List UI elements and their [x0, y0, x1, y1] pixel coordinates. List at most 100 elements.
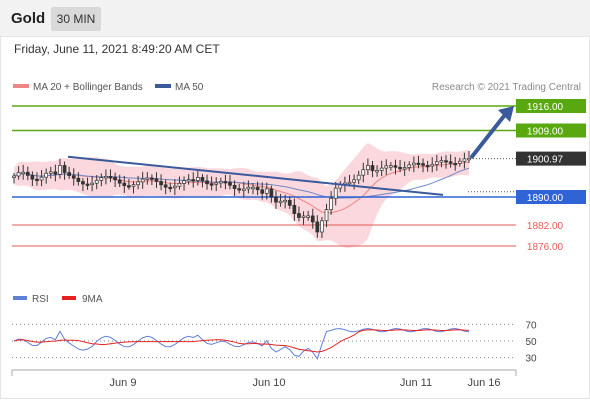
instrument-title: Gold: [11, 10, 46, 27]
ma50-legend-label: MA 50: [175, 82, 204, 93]
candle-body: [260, 189, 265, 194]
candle-body: [173, 185, 177, 189]
timeframe-button[interactable]: 30 MIN: [51, 7, 101, 31]
candle-body: [159, 181, 163, 186]
candle-body: [393, 165, 398, 168]
candle-body: [297, 213, 301, 218]
candle-body: [154, 178, 159, 182]
candle-body: [274, 196, 278, 203]
rsi-ma-legend-swatch: [62, 296, 76, 300]
candle-body: [90, 182, 94, 186]
candle-body: [223, 181, 228, 184]
candle-body: [292, 204, 297, 214]
level-label-1882.00: 1882.00: [527, 221, 564, 232]
candle-body: [122, 182, 127, 186]
candle-body: [218, 181, 223, 184]
candle-body: [48, 171, 53, 174]
candle-body: [444, 160, 448, 163]
level-tags: 1916.00 1909.00 1890.00 1882.00 1876.00 1900.…: [516, 99, 586, 253]
candle-body: [200, 177, 205, 182]
candle-body: [58, 165, 62, 175]
candle-body: [81, 181, 85, 185]
candle-body: [347, 181, 352, 185]
candle-body: [462, 158, 467, 162]
x-tick-label: Jun 9: [110, 377, 137, 389]
candle-body: [71, 175, 76, 179]
candle-body: [315, 221, 320, 233]
candle-body: [131, 184, 136, 187]
candle-body: [324, 209, 329, 222]
candle-body: [453, 163, 458, 166]
candle-body: [62, 165, 67, 173]
rsi-legend-label: RSI: [32, 294, 49, 305]
candle-body: [255, 186, 260, 191]
candle-body: [251, 186, 255, 190]
candle-body: [439, 160, 444, 163]
bollinger-band: [14, 143, 469, 249]
candle-body: [12, 175, 16, 178]
rsi-grid: 70 50 30: [12, 320, 537, 365]
level-tag-1909.00: [516, 123, 586, 138]
candle-body: [306, 215, 310, 218]
x-axis-ticks: Jun 9 Jun 10 Jun 11 Jun 16: [110, 377, 501, 389]
candle-body: [53, 171, 58, 175]
candle-body: [241, 188, 246, 191]
candle-body: [39, 176, 44, 181]
candle-body: [278, 200, 283, 204]
candle-body: [136, 181, 140, 186]
candle-body: [67, 172, 72, 176]
candle-body: [389, 165, 393, 168]
candle-body: [356, 174, 361, 181]
chart-header: Gold 30 MIN: [0, 0, 590, 36]
candle-body: [140, 178, 145, 183]
level-tag-1916.00: [516, 99, 586, 113]
candle-body: [264, 188, 269, 194]
candle-body: [370, 165, 375, 172]
candle-body: [145, 177, 150, 180]
candle-body: [35, 178, 39, 182]
candle-body: [150, 177, 154, 180]
candle-body: [329, 198, 333, 210]
candle-body: [434, 161, 439, 165]
current-price-label: 1900.97: [527, 155, 564, 166]
candle-body: [320, 220, 324, 233]
candle-body: [117, 179, 122, 184]
candle-body: [384, 165, 389, 169]
candle-body: [232, 184, 237, 190]
candle-body: [195, 177, 200, 181]
candle-body: [205, 180, 209, 185]
candle-body: [366, 165, 370, 171]
candle-body: [209, 183, 214, 186]
candle-body: [44, 172, 49, 178]
candle-body: [246, 186, 251, 190]
candle-body: [352, 179, 356, 183]
candle-body: [237, 188, 242, 191]
candle-body: [301, 215, 306, 218]
level-label-1909.00: 1909.00: [527, 127, 564, 138]
candle-body: [361, 169, 366, 176]
level-label-1890.00: 1890.00: [527, 193, 564, 204]
candle-body: [283, 199, 288, 203]
candle-body: [430, 164, 435, 167]
rsi-tick-30: 30: [525, 354, 537, 365]
level-lines: [12, 105, 516, 247]
x-tick-label: Jun 16: [467, 377, 500, 389]
candle-body: [214, 182, 219, 185]
candle-body: [94, 180, 99, 184]
candle-body: [375, 170, 379, 173]
candle-body: [228, 181, 232, 186]
rsi-ma-legend-label: 9MA: [82, 294, 103, 305]
timestamp: Friday, June 11, 2021 8:49:20 AM CET: [14, 42, 220, 56]
ma50-legend-swatch: [155, 84, 171, 88]
candle-body: [16, 172, 21, 177]
forecast-arrow: [470, 106, 514, 159]
candle-body: [76, 177, 81, 182]
rsi-tick-70: 70: [525, 320, 537, 331]
level-label-1916.00: 1916.00: [527, 102, 564, 113]
credit-text: Research © 2021 Trading Central: [432, 82, 581, 93]
candle-body: [402, 167, 407, 170]
candle-body: [104, 176, 108, 179]
candle-body: [21, 171, 26, 175]
candle-body: [421, 163, 425, 166]
